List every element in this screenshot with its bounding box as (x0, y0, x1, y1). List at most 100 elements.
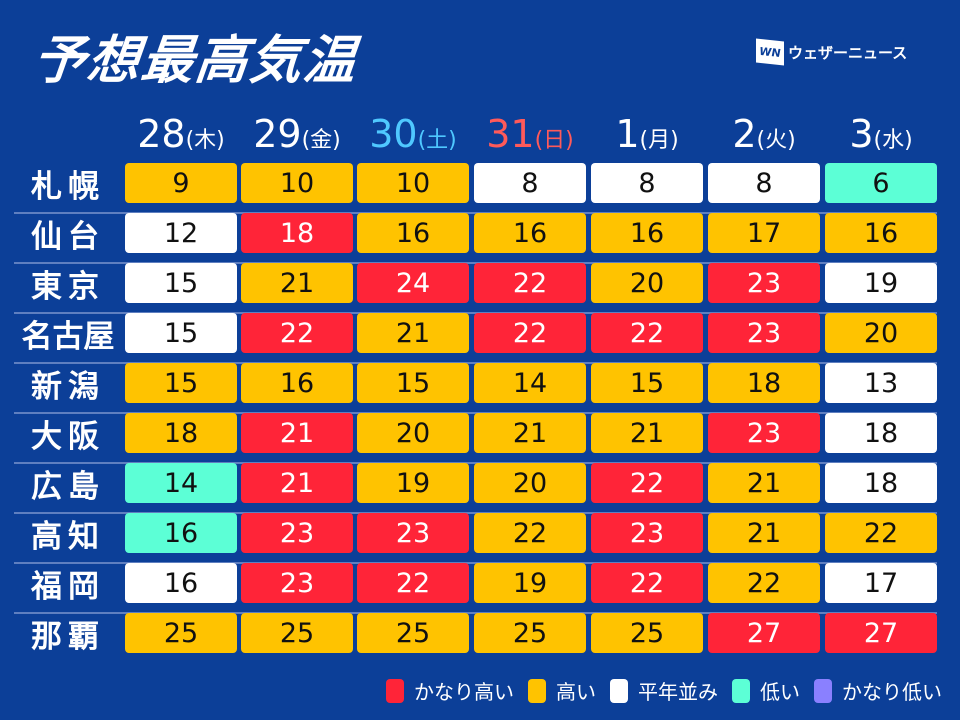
legend-item: 低い (732, 676, 800, 705)
day-date: 29 (253, 112, 302, 156)
day-header: 1(月) (589, 112, 705, 156)
day-header: 2(火) (706, 112, 822, 156)
legend-label: かなり低い (842, 680, 942, 704)
table-row: 東京 15 21 24 22 20 23 19 (14, 263, 937, 314)
day-header: 3(水) (823, 112, 939, 156)
legend-swatch (814, 678, 832, 703)
brand-logo: WN ウェザーニュース (756, 38, 908, 66)
temperature-cell: 21 (591, 413, 703, 453)
day-header: 29(金) (239, 112, 355, 156)
city-label: 福岡 (31, 568, 105, 605)
city-label: 高知 (31, 518, 105, 555)
legend-swatch (528, 678, 546, 703)
city-label: 大阪 (31, 418, 105, 455)
temperature-cell: 18 (241, 213, 353, 253)
legend-swatch (610, 678, 628, 703)
legend-label: 平年並み (638, 680, 718, 704)
temperature-cell: 25 (591, 613, 703, 653)
day-weekday: (月) (639, 128, 679, 153)
temperature-cell: 20 (825, 313, 937, 353)
temperature-cell: 17 (825, 563, 937, 603)
temperature-cell: 17 (708, 213, 820, 253)
temperature-cell: 15 (591, 363, 703, 403)
day-header: 28(木) (123, 112, 239, 156)
legend-label: かなり高い (414, 680, 514, 704)
temperature-cell: 23 (241, 563, 353, 603)
legend-item: かなり低い (814, 676, 942, 705)
day-weekday: (木) (185, 128, 225, 153)
table-row: 札幌 9 10 10 8 8 8 6 (14, 163, 937, 214)
temperature-cell: 27 (825, 613, 937, 653)
temperature-cell: 22 (591, 463, 703, 503)
temperature-cell: 12 (125, 213, 237, 253)
temperature-cell: 16 (125, 563, 237, 603)
table-row: 名古屋 15 22 21 22 22 23 20 (14, 313, 937, 364)
city-label: 札幌 (31, 168, 105, 205)
temperature-cell: 21 (708, 463, 820, 503)
city-label: 広島 (31, 468, 105, 505)
temperature-cell: 22 (241, 313, 353, 353)
temperature-cell: 15 (357, 363, 469, 403)
legend-item: 平年並み (610, 676, 718, 705)
legend: かなり高い 高い 平年並み 低い かなり低い (372, 676, 942, 705)
city-label: 新潟 (31, 368, 105, 405)
temperature-cell: 19 (357, 463, 469, 503)
temperature-cell: 10 (241, 163, 353, 203)
temperature-cell: 8 (708, 163, 820, 203)
temperature-cell: 24 (357, 263, 469, 303)
temperature-cell: 8 (474, 163, 586, 203)
temperature-cell: 22 (474, 513, 586, 553)
temperature-cell: 9 (125, 163, 237, 203)
temperature-cell: 14 (474, 363, 586, 403)
temperature-cell: 22 (474, 313, 586, 353)
temperature-cell: 23 (708, 413, 820, 453)
temperature-cell: 22 (825, 513, 937, 553)
temperature-cell: 21 (241, 463, 353, 503)
temperature-cell: 20 (474, 463, 586, 503)
table-row: 那覇 25 25 25 25 25 27 27 (14, 613, 937, 663)
temperature-cell: 23 (241, 513, 353, 553)
temperature-cell: 25 (357, 613, 469, 653)
temperature-cell: 15 (125, 313, 237, 353)
temperature-cell: 20 (357, 413, 469, 453)
temperature-cell: 27 (708, 613, 820, 653)
day-weekday: (日) (534, 128, 574, 153)
city-label: 仙台 (31, 218, 105, 255)
brand-name: ウェザーニュース (788, 43, 908, 62)
legend-swatch (386, 678, 404, 703)
table-row: 新潟 15 16 15 14 15 18 13 (14, 363, 937, 414)
temperature-cell: 19 (825, 263, 937, 303)
temperature-cell: 21 (357, 313, 469, 353)
day-header: 31(日) (472, 112, 588, 156)
temperature-cell: 21 (241, 413, 353, 453)
table-row: 仙台 12 18 16 16 16 17 16 (14, 213, 937, 264)
city-label: 東京 (31, 268, 105, 305)
day-weekday: (金) (301, 128, 341, 153)
temperature-cell: 16 (241, 363, 353, 403)
temperature-cell: 23 (591, 513, 703, 553)
city-label: 名古屋 (21, 318, 115, 355)
temperature-cell: 22 (708, 563, 820, 603)
temperature-cell: 15 (125, 263, 237, 303)
day-weekday: (水) (873, 128, 913, 153)
temperature-cell: 18 (825, 413, 937, 453)
temperature-cell: 14 (125, 463, 237, 503)
legend-label: 低い (760, 680, 800, 704)
temperature-cell: 20 (591, 263, 703, 303)
day-date: 30 (369, 112, 418, 156)
temperature-cell: 16 (474, 213, 586, 253)
day-header: 30(土) (355, 112, 471, 156)
temperature-cell: 10 (357, 163, 469, 203)
temperature-cell: 6 (825, 163, 937, 203)
temperature-cell: 21 (241, 263, 353, 303)
temperature-cell: 21 (474, 413, 586, 453)
table-row: 福岡 16 23 22 19 22 22 17 (14, 563, 937, 614)
temperature-cell: 23 (708, 313, 820, 353)
page-title: 予想最高気温 (30, 31, 361, 91)
temperature-cell: 8 (591, 163, 703, 203)
day-date: 1 (615, 112, 640, 156)
temperature-cell: 22 (591, 313, 703, 353)
day-date: 31 (486, 112, 535, 156)
legend-label: 高い (556, 680, 596, 704)
temperature-cell: 18 (125, 413, 237, 453)
